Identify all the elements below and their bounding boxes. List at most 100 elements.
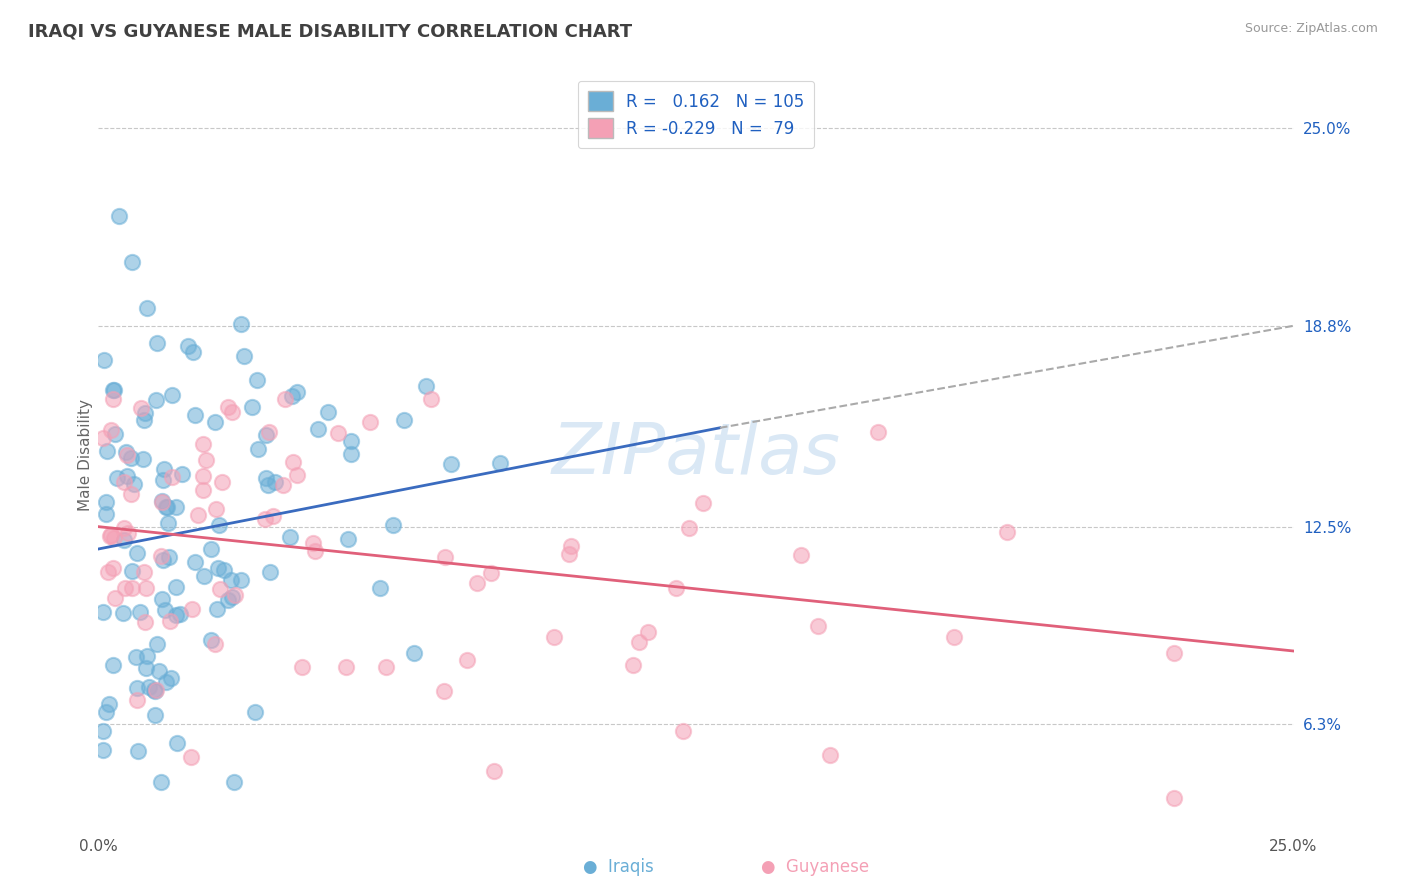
Point: [150, 592, 173, 607]
Point: [103, 531, 125, 545]
Point: [91, 605, 114, 619]
Point: [257, 425, 280, 440]
Point: [114, 581, 136, 595]
Point: [97, 697, 120, 711]
Point: [160, 671, 183, 685]
Point: [184, 408, 207, 422]
Point: [335, 660, 357, 674]
Point: [160, 388, 183, 402]
Point: [125, 693, 148, 707]
Point: [111, 606, 134, 620]
Point: [283, 455, 305, 469]
Point: [482, 764, 505, 778]
Point: [246, 373, 269, 387]
Point: [224, 588, 246, 602]
Point: [101, 561, 124, 575]
Point: [233, 349, 256, 363]
Text: IRAQI VS GUYANESE MALE DISABILITY CORRELATION CHART: IRAQI VS GUYANESE MALE DISABILITY CORREL…: [28, 22, 633, 40]
Point: [135, 581, 157, 595]
Point: [488, 456, 510, 470]
Point: [392, 413, 415, 427]
Point: [254, 471, 277, 485]
Point: [145, 393, 167, 408]
Point: [146, 335, 169, 350]
Point: [120, 487, 142, 501]
Point: [205, 502, 228, 516]
Point: [166, 736, 188, 750]
Point: [127, 681, 149, 695]
Point: [440, 457, 463, 471]
Point: [402, 646, 425, 660]
Point: [456, 653, 478, 667]
Point: [692, 496, 714, 510]
Point: [678, 521, 700, 535]
Point: [115, 449, 138, 463]
Point: [187, 508, 209, 522]
Point: [177, 339, 200, 353]
Point: [104, 426, 127, 441]
Point: [121, 564, 143, 578]
Point: [115, 445, 138, 459]
Point: [149, 774, 172, 789]
Point: [150, 549, 173, 564]
Point: [212, 563, 235, 577]
Point: [328, 425, 350, 440]
Text: ●  Guyanese: ● Guyanese: [762, 858, 869, 876]
Point: [121, 581, 143, 595]
Point: [129, 401, 152, 416]
Point: [146, 636, 169, 650]
Point: [211, 475, 233, 490]
Point: [165, 500, 187, 515]
Point: [107, 471, 129, 485]
Point: [479, 566, 502, 580]
Point: [204, 415, 226, 429]
Point: [100, 527, 122, 541]
Point: [134, 565, 156, 579]
Point: [1163, 790, 1185, 805]
Point: [273, 478, 295, 492]
Point: [465, 575, 488, 590]
Point: [138, 680, 160, 694]
Point: [143, 684, 166, 698]
Point: [281, 389, 304, 403]
Point: [229, 574, 252, 588]
Point: [207, 561, 229, 575]
Point: [134, 406, 156, 420]
Point: [415, 379, 437, 393]
Point: [148, 665, 170, 679]
Point: [131, 451, 153, 466]
Text: Source: ZipAtlas.com: Source: ZipAtlas.com: [1244, 22, 1378, 36]
Point: [208, 518, 231, 533]
Point: [191, 469, 214, 483]
Point: [180, 749, 202, 764]
Point: [180, 602, 202, 616]
Point: [866, 425, 889, 439]
Point: [222, 774, 245, 789]
Point: [193, 483, 215, 497]
Y-axis label: Male Disability: Male Disability: [77, 399, 93, 511]
Point: [157, 549, 180, 564]
Point: [240, 400, 263, 414]
Point: [155, 675, 177, 690]
Point: [103, 383, 125, 397]
Point: [152, 553, 174, 567]
Point: [205, 602, 228, 616]
Point: [115, 469, 138, 483]
Point: [152, 473, 174, 487]
Point: [340, 446, 363, 460]
Point: [162, 469, 184, 483]
Point: [304, 544, 326, 558]
Point: [150, 493, 173, 508]
Point: [169, 607, 191, 622]
Point: [219, 573, 242, 587]
Point: [145, 682, 167, 697]
Point: [229, 317, 252, 331]
Point: [1163, 646, 1185, 660]
Point: [621, 657, 644, 672]
Point: [627, 634, 650, 648]
Point: [143, 682, 166, 697]
Point: [181, 345, 204, 359]
Point: [155, 500, 177, 514]
Point: [301, 536, 323, 550]
Point: [134, 615, 156, 630]
